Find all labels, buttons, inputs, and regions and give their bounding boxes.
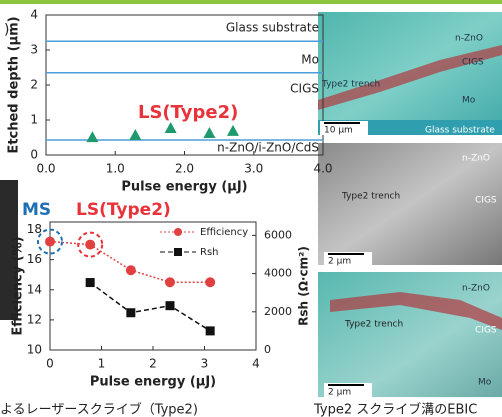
x-tick-label: 0 — [46, 357, 54, 371]
y-axis-title: Etched depth (μm) — [7, 16, 22, 153]
x-tick-label: 4.0 — [313, 162, 332, 176]
point — [129, 129, 141, 140]
legend-marker — [174, 248, 182, 256]
series-line — [90, 283, 210, 331]
y2-tick-label: 2000 — [264, 305, 292, 318]
layer-label: Glass substrate — [226, 21, 319, 35]
layer-label: CIGS — [290, 82, 319, 96]
image-label: Type2 trench — [321, 80, 380, 90]
point — [205, 277, 215, 287]
y-tick-label: 16 — [27, 252, 42, 266]
point — [165, 301, 174, 310]
x-tick-label: 3.0 — [244, 162, 263, 176]
x-tick-label: 1 — [98, 357, 106, 371]
image-label: Mo — [478, 378, 492, 388]
y-tick-label: 0 — [30, 148, 38, 162]
image-label: CIGS — [462, 58, 484, 68]
x-axis-title: Pulse energy (μJ) — [121, 180, 247, 195]
annotation: LS(Type2) — [138, 102, 238, 123]
point — [86, 278, 95, 287]
page: ) よるレーザースクライブ（Type2) Type2 スクライブ溝のEBIC 0… — [0, 0, 502, 417]
point — [165, 277, 175, 287]
x-tick-label: 1.0 — [106, 162, 125, 176]
y2-tick-label: 0 — [264, 343, 271, 356]
series-line — [50, 242, 210, 283]
y2-axis-title: Rsh (Ω·cm²) — [297, 246, 311, 326]
image-label: CIGS — [475, 196, 497, 206]
x-tick-label: 2.0 — [175, 162, 194, 176]
point — [203, 127, 215, 138]
y2-tick-label: 6000 — [264, 228, 292, 241]
point — [206, 326, 215, 335]
legend-label: Rsh — [200, 247, 219, 258]
annotation: MS — [22, 200, 51, 220]
image-label: n-ZnO — [455, 34, 483, 44]
image-label: n-ZnO — [462, 154, 490, 164]
legend-label: Efficiency — [200, 227, 248, 238]
point — [86, 131, 98, 142]
x-tick-label: 3 — [201, 357, 209, 371]
scale-label: 10 μm — [324, 126, 353, 136]
y-axis-title: Efficiency (%) — [11, 236, 26, 335]
scale-label: 2 μm — [328, 257, 351, 267]
y-tick-label: 12 — [27, 312, 42, 326]
image-label: CIGS — [475, 326, 497, 336]
y-tick-label: 4 — [30, 8, 38, 22]
point — [85, 240, 95, 250]
plot-frame — [50, 222, 256, 350]
x-axis-title: Pulse energy (μJ) — [90, 375, 216, 390]
image-label: Glass substrate — [425, 126, 495, 136]
point — [227, 125, 239, 136]
y-tick-label: 10 — [27, 343, 42, 357]
point — [45, 237, 55, 247]
layer-label: n-ZnO/i-ZnO/CdS — [217, 141, 319, 155]
plot-frame — [46, 15, 323, 155]
image-label: Type2 trench — [341, 192, 400, 202]
layer-label: Mo — [301, 53, 319, 67]
slide: ) よるレーザースクライブ（Type2) Type2 スクライブ溝のEBIC 0… — [0, 0, 502, 417]
y-tick-label: 2 — [30, 78, 38, 92]
y-tick-label: 1 — [30, 113, 38, 127]
x-tick-label: 2 — [149, 357, 157, 371]
legend-marker — [174, 228, 182, 236]
y2-tick-label: 4000 — [264, 267, 292, 280]
x-tick-label: 0.0 — [36, 162, 55, 176]
scale-label: 2 μm — [328, 388, 351, 398]
point — [126, 308, 135, 317]
point — [126, 265, 136, 275]
caption: Type2 スクライブ溝のEBIC — [313, 402, 477, 417]
y-tick-label: 3 — [30, 43, 38, 57]
annotation: LS(Type2) — [76, 200, 171, 220]
image-label: Type2 trench — [344, 320, 403, 330]
x-tick-label: 4 — [252, 357, 260, 371]
top-bar — [0, 0, 502, 4]
point — [165, 122, 177, 133]
image-label: Mo — [462, 96, 476, 106]
image-label: n-ZnO — [462, 284, 490, 294]
caption: よるレーザースクライブ（Type2) — [0, 402, 198, 417]
y-tick-label: 14 — [27, 282, 42, 296]
